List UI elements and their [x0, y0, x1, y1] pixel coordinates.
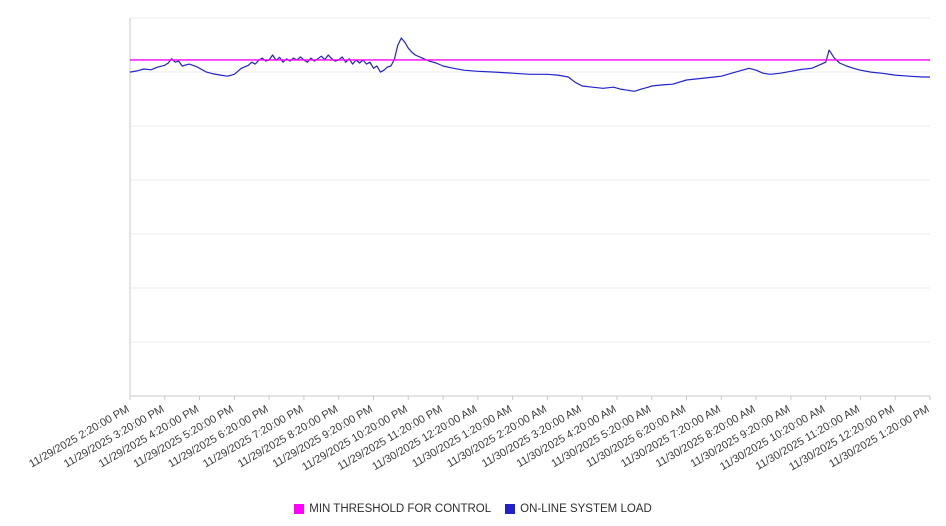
legend-swatch-threshold-icon	[294, 504, 305, 514]
series-line-system-load	[129, 37, 930, 92]
legend-item-system-load[interactable]: ON-LINE SYSTEM LOAD	[505, 503, 652, 515]
chart-legend: MIN THRESHOLD FOR CONTROL ON-LINE SYSTEM…	[0, 503, 946, 515]
legend-label-load: ON-LINE SYSTEM LOAD	[520, 503, 652, 515]
legend-item-min-threshold[interactable]: MIN THRESHOLD FOR CONTROL	[294, 503, 491, 515]
legend-swatch-load-icon	[505, 504, 516, 514]
legend-label-threshold: MIN THRESHOLD FOR CONTROL	[309, 503, 492, 515]
